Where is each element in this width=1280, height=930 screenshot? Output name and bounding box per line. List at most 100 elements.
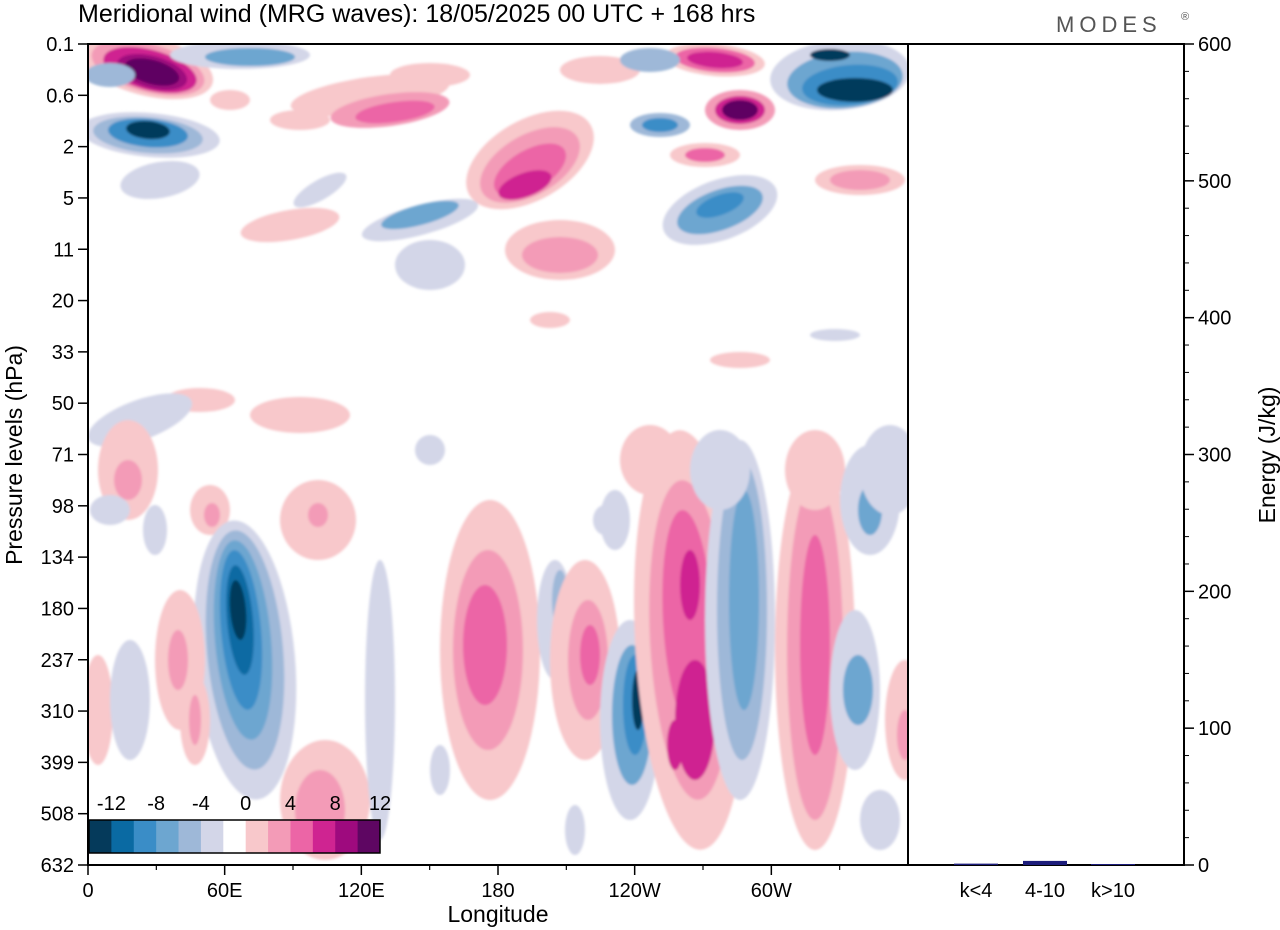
pressure-tick-label: 180 <box>41 598 74 620</box>
contour-patch <box>897 710 908 760</box>
contour-patch <box>415 435 445 465</box>
colorbar-tick-label: -4 <box>192 793 210 815</box>
colorbar-tick-label: -12 <box>97 793 126 815</box>
contour-patch <box>430 745 450 795</box>
y-axis-label: Pressure levels (hPa) <box>1 345 27 565</box>
contour-patch <box>817 78 893 102</box>
contour-patch <box>365 560 395 840</box>
energy-bar <box>954 863 998 865</box>
contour-patch <box>685 148 725 162</box>
colorbar-frame <box>88 819 381 854</box>
contour-patch <box>860 790 900 850</box>
contour-patch <box>381 200 459 230</box>
contour-patch <box>687 51 743 69</box>
contour-patch <box>143 505 167 555</box>
colorbar-swatch <box>245 820 269 853</box>
contour-patch <box>810 49 850 61</box>
contour-patch <box>565 805 585 855</box>
contour-field <box>88 44 908 865</box>
contour-patch <box>800 535 830 755</box>
pressure-tick-label: 2 <box>63 137 74 159</box>
colorbar-swatch <box>335 820 359 853</box>
energy-category-axis: k<4 4-10 k>10 <box>960 880 1135 902</box>
contour-patch <box>88 63 135 87</box>
energy-tick-label: 200 <box>1198 581 1231 603</box>
contour-patch <box>463 585 507 705</box>
colorbar-swatch <box>357 820 381 853</box>
longitude-tick-label: 120W <box>609 880 661 902</box>
contour-patch <box>680 550 700 620</box>
contour-patch <box>785 430 845 510</box>
contour-patch <box>710 352 770 368</box>
contour-patch <box>522 237 598 273</box>
colorbar-swatch <box>200 820 224 853</box>
energy-tick-label: 300 <box>1198 445 1231 467</box>
pressure-tick-label: 508 <box>41 804 74 826</box>
colorbar-swatch <box>268 820 291 853</box>
energy-axis-label: Energy (J/kg) <box>1254 387 1280 524</box>
contour-patch <box>696 192 744 218</box>
contour-patch <box>690 430 750 510</box>
contour-patch <box>168 630 188 690</box>
contour-patch <box>729 490 759 710</box>
energy-bar <box>1023 860 1067 865</box>
contour-patch <box>498 170 552 200</box>
energy-axis: 0 100 200 300 400 500 600 <box>1184 34 1231 877</box>
contour-patch <box>600 490 630 550</box>
contour-patch <box>205 48 295 66</box>
contour-patch <box>210 90 250 110</box>
longitude-tick-label: 180 <box>481 880 514 902</box>
longitude-tick-label: 60W <box>751 880 792 902</box>
contour-patch <box>642 118 678 132</box>
colorbar-tick-label: 4 <box>285 793 296 815</box>
energy-bar <box>1091 864 1135 865</box>
colorbar-tick-label: 0 <box>240 793 251 815</box>
pressure-tick-label: 20 <box>52 291 74 313</box>
x-axis-label: Longitude <box>447 901 548 927</box>
longitude-tick-label: 0 <box>82 880 93 902</box>
pressure-axis: 0.1 0.6 2 5 11 20 33 50 71 98 134 180 237 310 399 508 63… <box>41 34 88 877</box>
energy-tick-label: 600 <box>1198 34 1231 56</box>
contour-patch <box>114 460 142 500</box>
modes-logo-mark: ® <box>1181 11 1189 23</box>
colorbar-tick-label: -8 <box>147 793 165 815</box>
contour-patch <box>229 580 247 640</box>
contour-patch <box>675 660 715 780</box>
longitude-tick-label: 120E <box>338 880 385 902</box>
contour-patch <box>860 425 908 515</box>
pressure-tick-label: 98 <box>52 496 74 518</box>
colorbar-swatch <box>111 820 135 853</box>
pressure-tick-label: 134 <box>41 547 74 569</box>
colorbar: -12 -8 -4 0 4 8 12 <box>88 793 391 854</box>
energy-tick-label: 500 <box>1198 171 1231 193</box>
pressure-tick-label: 0.6 <box>46 85 74 107</box>
pressure-tick-label: 11 <box>53 239 74 261</box>
pressure-tick-label: 310 <box>41 701 74 723</box>
colorbar-swatch <box>312 820 336 853</box>
pressure-tick-label: 71 <box>52 445 74 467</box>
energy-tick-label: 0 <box>1198 855 1209 877</box>
contour-patch <box>293 172 347 208</box>
contour-patch <box>620 425 680 495</box>
longitude-tick-label: 60E <box>207 880 243 902</box>
contour-patch <box>620 48 680 72</box>
pressure-tick-label: 33 <box>52 342 74 364</box>
energy-bars <box>954 860 1135 865</box>
contour-patch <box>250 397 350 433</box>
chart-title: Meridional wind (MRG waves): 18/05/2025 … <box>78 0 755 28</box>
contour-patch <box>204 503 220 527</box>
contour-patch <box>124 58 180 86</box>
pressure-tick-label: 237 <box>41 650 74 672</box>
contour-patch <box>722 100 758 120</box>
energy-tick-label: 400 <box>1198 308 1231 330</box>
energy-category-label: k>10 <box>1091 880 1135 902</box>
energy-category-label: 4-10 <box>1025 880 1065 902</box>
colorbar-swatch <box>223 820 247 853</box>
contour-patch <box>560 56 640 84</box>
contour-patch <box>270 110 330 130</box>
contour-patch <box>580 625 600 685</box>
colorbar-swatch <box>178 820 202 853</box>
colorbar-tick-label: 12 <box>369 793 391 815</box>
contour-patch <box>530 312 570 328</box>
